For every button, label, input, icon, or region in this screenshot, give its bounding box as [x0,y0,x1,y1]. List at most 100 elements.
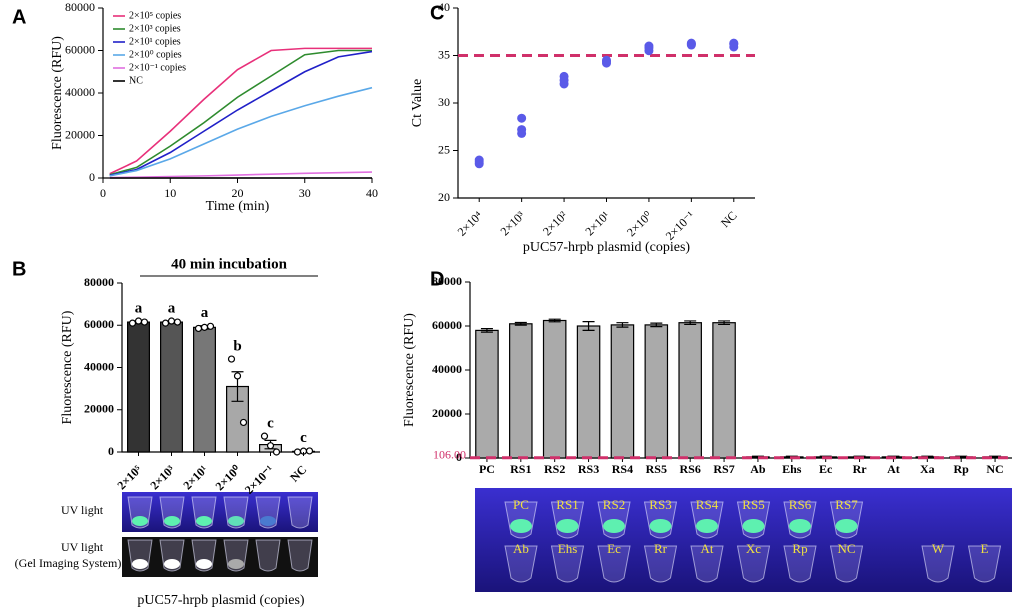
y-tick-label: 20000 [65,127,95,141]
tube-fluid [789,519,811,533]
uv-photo [475,488,1012,592]
data-point [686,40,696,50]
data-point [602,55,611,65]
x-tick-label: 10 [164,186,176,200]
tube [783,545,817,583]
error-bar [582,321,595,331]
data-point [134,317,143,325]
x-axis-label: pUC57-hrpb plasmid (copies) [523,240,691,255]
legend-label: 2×10⁰ copies [129,49,182,60]
x-tick-label: RS6 [680,462,701,476]
significance-letter: a [135,300,143,316]
x-tick-label: Xa [920,462,935,476]
significance-letter: a [201,305,209,321]
x-tick-label: Rp [954,462,970,476]
tube-fluid [164,516,180,526]
tube [921,545,955,583]
data-point [161,319,170,327]
series-line [109,47,372,175]
x-tick-label: 30 [299,186,311,200]
legend-label: 2×10³ copies [129,23,181,34]
photo-label: (Gel Imaging System) [15,556,122,570]
data-point [266,442,275,450]
chart-title: 40 min incubation [171,256,288,272]
bar [576,325,601,459]
y-tick-label: 80000 [432,274,462,288]
significance-letter: a [168,300,176,316]
data-point [194,324,203,333]
tube-fluid [164,559,180,569]
bar [644,324,669,459]
bar [475,329,499,459]
y-tick-label: 30 [438,95,450,109]
y-tick-label: 0 [456,450,462,464]
x-tick-label: 40 [366,186,378,200]
data-point [517,113,527,123]
legend-label: NC [129,75,143,86]
y-tick-label: 40000 [65,85,95,99]
x-tick-label: 0 [100,186,106,200]
data-point [559,71,569,81]
y-tick-label: 60000 [432,318,462,332]
tube-fluid [603,519,625,533]
tube [690,545,724,583]
significance-letter: c [267,416,274,432]
gel-photo [122,537,318,577]
error-bar [548,318,561,323]
series-line [109,50,373,177]
tube [287,496,313,529]
x-tick-label: NC [287,462,309,484]
y-tick-label: 20000 [432,406,462,420]
y-tick-label: 20 [438,190,450,204]
y-tick-label: 40000 [84,359,114,373]
tube-label: RS2 [603,497,625,512]
data-point [173,318,182,326]
tube-label: Ec [607,541,621,556]
panel-label: D [430,268,444,290]
tube-label: RS6 [789,497,812,512]
tube [643,545,678,583]
error-bar [514,321,527,326]
tube-label: NC [837,541,855,556]
x-tick-label: 2×10³ [147,462,177,492]
tube-label: RS1 [556,497,578,512]
tube-fluid [196,516,212,526]
x-tick-label: 2×10⁴ [455,208,485,238]
series-line [109,49,372,176]
x-tick-label: RS2 [544,462,565,476]
tube-fluid [742,519,765,533]
x-tick-label: Ab [750,462,766,476]
axis [121,283,320,453]
y-axis-label: Fluorescence (RFU) [50,36,65,150]
bar [712,322,736,459]
data-point [233,372,242,380]
tube-fluid [196,559,212,569]
error-bar [616,322,629,328]
y-axis-label: Fluorescence (RFU) [60,310,75,424]
data-point [200,323,209,331]
axis [457,8,755,199]
x-axis-label: pUC57-hrpb plasmid (copies) [137,593,305,608]
data-point [293,448,302,456]
bar [678,322,702,459]
y-tick-label: 80000 [84,275,114,289]
tube-fluid [260,516,276,526]
data-point [474,157,484,167]
panel-label: A [12,6,26,28]
y-tick-label: 35 [438,47,450,61]
photo-label: UV light [61,503,104,517]
tube-fluid [132,516,148,526]
legend-label: 2×10⁻¹ copies [129,62,186,73]
x-tick-label: RS5 [646,462,667,476]
tube-label: Ehs [558,541,578,556]
data-point [644,43,654,53]
tube-label: Rr [654,541,668,556]
error-bar [684,320,697,326]
bar [127,321,150,453]
uv-photo [122,492,318,532]
data-point [305,447,314,455]
y-tick-label: 0 [108,444,114,458]
tube-fluid [556,519,579,533]
x-tick-label: Ehs [782,462,802,476]
